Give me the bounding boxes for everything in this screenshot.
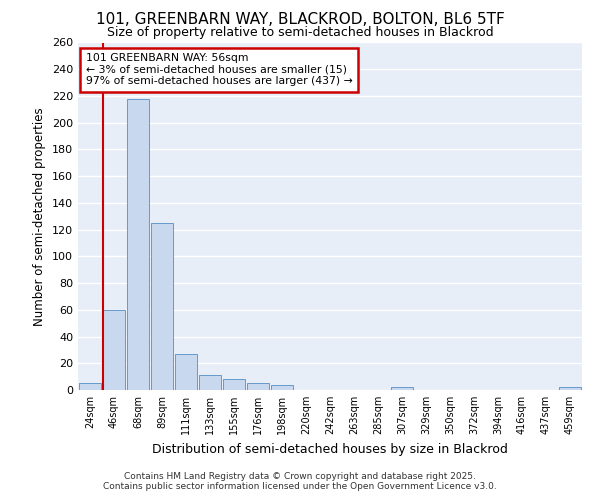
Bar [79, 384, 101, 390]
Text: 101 GREENBARN WAY: 56sqm
← 3% of semi-detached houses are smaller (15)
97% of se: 101 GREENBARN WAY: 56sqm ← 3% of semi-de… [86, 53, 352, 86]
Bar [247, 384, 269, 390]
Bar [127, 98, 149, 390]
Bar [223, 380, 245, 390]
Text: Contains HM Land Registry data © Crown copyright and database right 2025.
Contai: Contains HM Land Registry data © Crown c… [103, 472, 497, 491]
X-axis label: Distribution of semi-detached houses by size in Blackrod: Distribution of semi-detached houses by … [152, 442, 508, 456]
Bar [103, 310, 125, 390]
Bar [175, 354, 197, 390]
Text: 101, GREENBARN WAY, BLACKROD, BOLTON, BL6 5TF: 101, GREENBARN WAY, BLACKROD, BOLTON, BL… [95, 12, 505, 28]
Y-axis label: Number of semi-detached properties: Number of semi-detached properties [34, 107, 46, 326]
Bar [199, 376, 221, 390]
Text: Size of property relative to semi-detached houses in Blackrod: Size of property relative to semi-detach… [107, 26, 493, 39]
Bar [391, 388, 413, 390]
Bar [151, 223, 173, 390]
Bar [559, 388, 581, 390]
Bar [271, 384, 293, 390]
